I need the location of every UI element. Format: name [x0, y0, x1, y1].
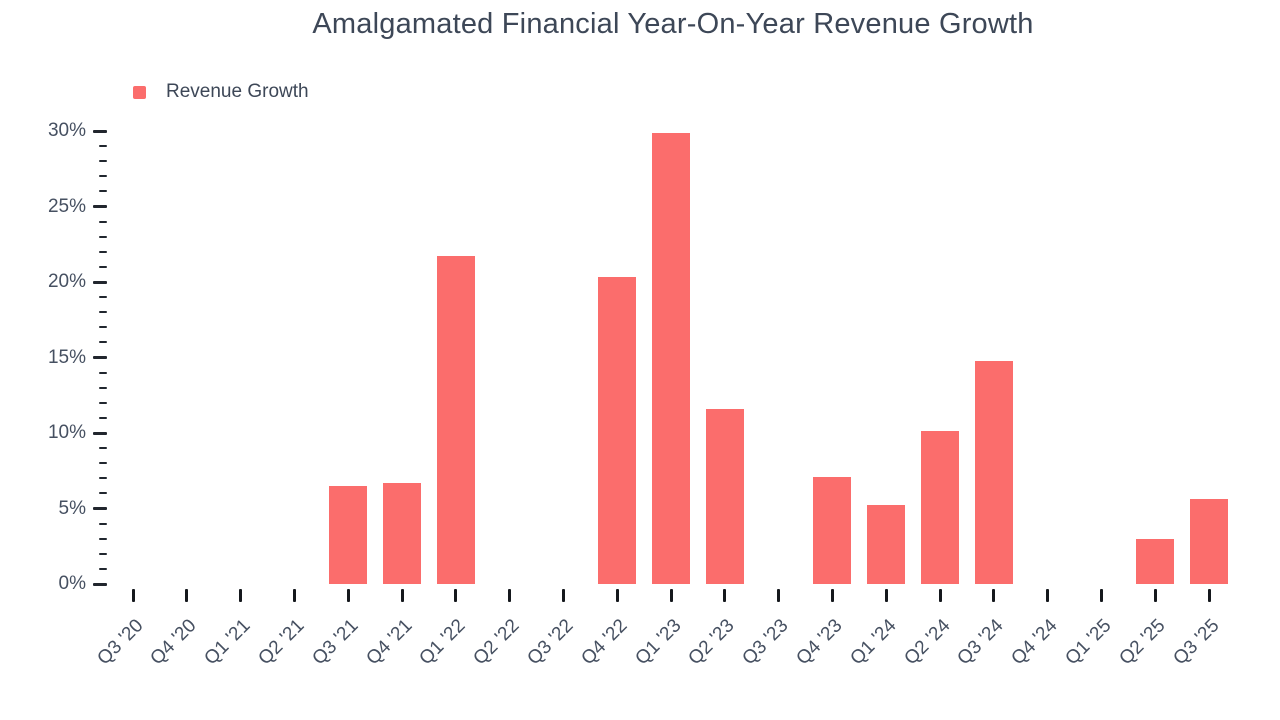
x-axis-tick-label: Q2 '23 [684, 615, 739, 670]
y-axis-minor-tick [99, 250, 107, 253]
y-axis-major-tick [93, 507, 107, 510]
bar-q3-25[interactable] [1190, 499, 1228, 584]
x-axis-tick [938, 589, 942, 602]
y-axis-minor-tick [99, 175, 107, 178]
bar-q4-23[interactable] [813, 476, 852, 584]
x-axis-tick-label: Q4 '21 [362, 615, 417, 670]
x-axis-tick-label: Q1 '25 [1061, 615, 1116, 670]
chart-title: Amalgamated Financial Year-On-Year Reven… [312, 8, 1034, 40]
y-axis-minor-tick [99, 235, 107, 238]
x-axis-tick [561, 589, 565, 602]
x-axis-tick [615, 589, 619, 602]
y-axis-minor-tick [99, 265, 107, 268]
x-axis-tick-label: Q3 '22 [523, 615, 578, 670]
y-axis-minor-tick [99, 401, 107, 404]
x-axis-tick [1046, 589, 1050, 602]
y-axis-tick-label: 30% [47, 120, 86, 141]
y-axis-minor-tick [99, 311, 107, 314]
y-axis-minor-tick [99, 296, 107, 299]
y-axis-minor-tick [99, 190, 107, 193]
bar-q1-23[interactable] [652, 132, 690, 584]
x-axis-tick-label: Q3 '20 [93, 615, 148, 670]
y-axis-minor-tick [99, 537, 107, 540]
x-axis-tick [400, 589, 404, 602]
y-axis-major-tick [93, 356, 107, 359]
y-axis-tick-label: 10% [47, 422, 86, 443]
y-axis-minor-tick [99, 447, 107, 450]
y-axis-minor-tick [99, 220, 107, 223]
x-axis-tick [1099, 589, 1103, 602]
legend-label: Revenue Growth [166, 81, 309, 102]
x-axis-tick-label: Q2 '21 [254, 615, 309, 670]
y-axis-major-tick [93, 280, 107, 284]
bar-q3-24[interactable] [974, 360, 1013, 584]
y-axis-major-tick [93, 205, 107, 208]
y-axis-major-tick [93, 582, 107, 586]
x-axis-tick-label: Q4 '20 [146, 615, 201, 670]
bar-q3-21[interactable] [329, 485, 368, 584]
x-axis-tick [508, 589, 512, 602]
x-axis-tick [454, 589, 458, 602]
x-axis-tick [346, 589, 350, 602]
y-axis-tick-label: 5% [58, 497, 86, 519]
y-axis-minor-tick [99, 145, 107, 148]
y-axis-minor-tick [99, 386, 107, 389]
x-axis-tick-label: Q1 '23 [631, 615, 686, 670]
legend-item-revenue-growth[interactable]: Revenue Growth [133, 81, 309, 103]
y-axis-major-tick [93, 129, 107, 133]
bar-q2-25[interactable] [1136, 538, 1175, 584]
y-axis-tick-label: 20% [47, 271, 86, 292]
x-axis-tick-label: Q1 '21 [200, 615, 255, 670]
x-axis-tick-label: Q2 '22 [469, 615, 524, 670]
bar-q1-24[interactable] [867, 505, 906, 584]
x-axis-tick-label: Q3 '25 [1169, 615, 1224, 670]
y-axis-major-tick [93, 431, 107, 435]
x-axis-tick [1207, 589, 1211, 602]
x-axis-tick [131, 589, 135, 602]
x-axis-tick-label: Q2 '24 [900, 615, 955, 670]
x-axis-tick [992, 589, 996, 602]
y-axis-minor-tick [99, 416, 107, 419]
x-axis-tick-label: Q4 '23 [792, 615, 847, 670]
y-axis-minor-tick [99, 492, 107, 495]
y-axis-tick-label: 15% [47, 346, 86, 368]
y-axis-tick-label: 25% [47, 195, 86, 217]
y-axis-minor-tick [99, 552, 107, 555]
bar-q2-24[interactable] [921, 431, 959, 584]
x-axis-tick [239, 589, 243, 602]
y-axis-minor-tick [99, 567, 107, 570]
x-axis-tick [1153, 589, 1157, 602]
bar-q4-22[interactable] [598, 277, 637, 584]
y-axis-minor-tick [99, 341, 107, 344]
x-axis-tick-label: Q2 '25 [1115, 615, 1170, 670]
x-axis-tick-label: Q3 '23 [738, 615, 793, 670]
y-axis-minor-tick [99, 160, 107, 163]
bar-q1-22[interactable] [436, 256, 475, 584]
x-axis-tick [884, 589, 888, 602]
y-axis-minor-tick [99, 477, 107, 480]
x-axis-tick-label: Q3 '24 [953, 615, 1008, 670]
x-axis-tick-label: Q4 '24 [1007, 615, 1062, 670]
x-axis-tick-label: Q4 '22 [577, 615, 632, 670]
y-axis-minor-tick [99, 326, 107, 329]
x-axis-tick [830, 589, 834, 602]
x-axis-tick [185, 589, 189, 602]
x-axis-tick [777, 589, 781, 602]
x-axis-tick-label: Q1 '24 [846, 615, 901, 670]
x-axis-tick-label: Q1 '22 [415, 615, 470, 670]
x-axis-tick [292, 589, 296, 602]
y-axis-minor-tick [99, 462, 107, 465]
y-axis-minor-tick [99, 371, 107, 374]
x-axis-tick [669, 589, 673, 602]
y-axis-minor-tick [99, 522, 107, 525]
x-axis-tick-label: Q3 '21 [308, 615, 363, 670]
bar-q4-21[interactable] [383, 482, 421, 584]
legend-swatch-icon [133, 85, 146, 99]
x-axis-tick [723, 589, 727, 602]
bar-q2-23[interactable] [705, 408, 744, 584]
y-axis-tick-label: 0% [58, 573, 86, 594]
